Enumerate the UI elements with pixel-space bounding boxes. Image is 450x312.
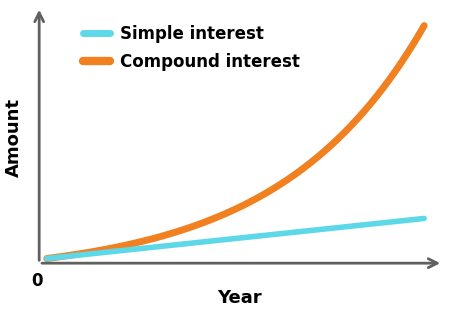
Text: Amount: Amount: [5, 98, 23, 177]
Text: Year: Year: [217, 289, 261, 307]
Legend: Simple interest, Compound interest: Simple interest, Compound interest: [76, 18, 306, 77]
Text: 0: 0: [32, 272, 43, 290]
